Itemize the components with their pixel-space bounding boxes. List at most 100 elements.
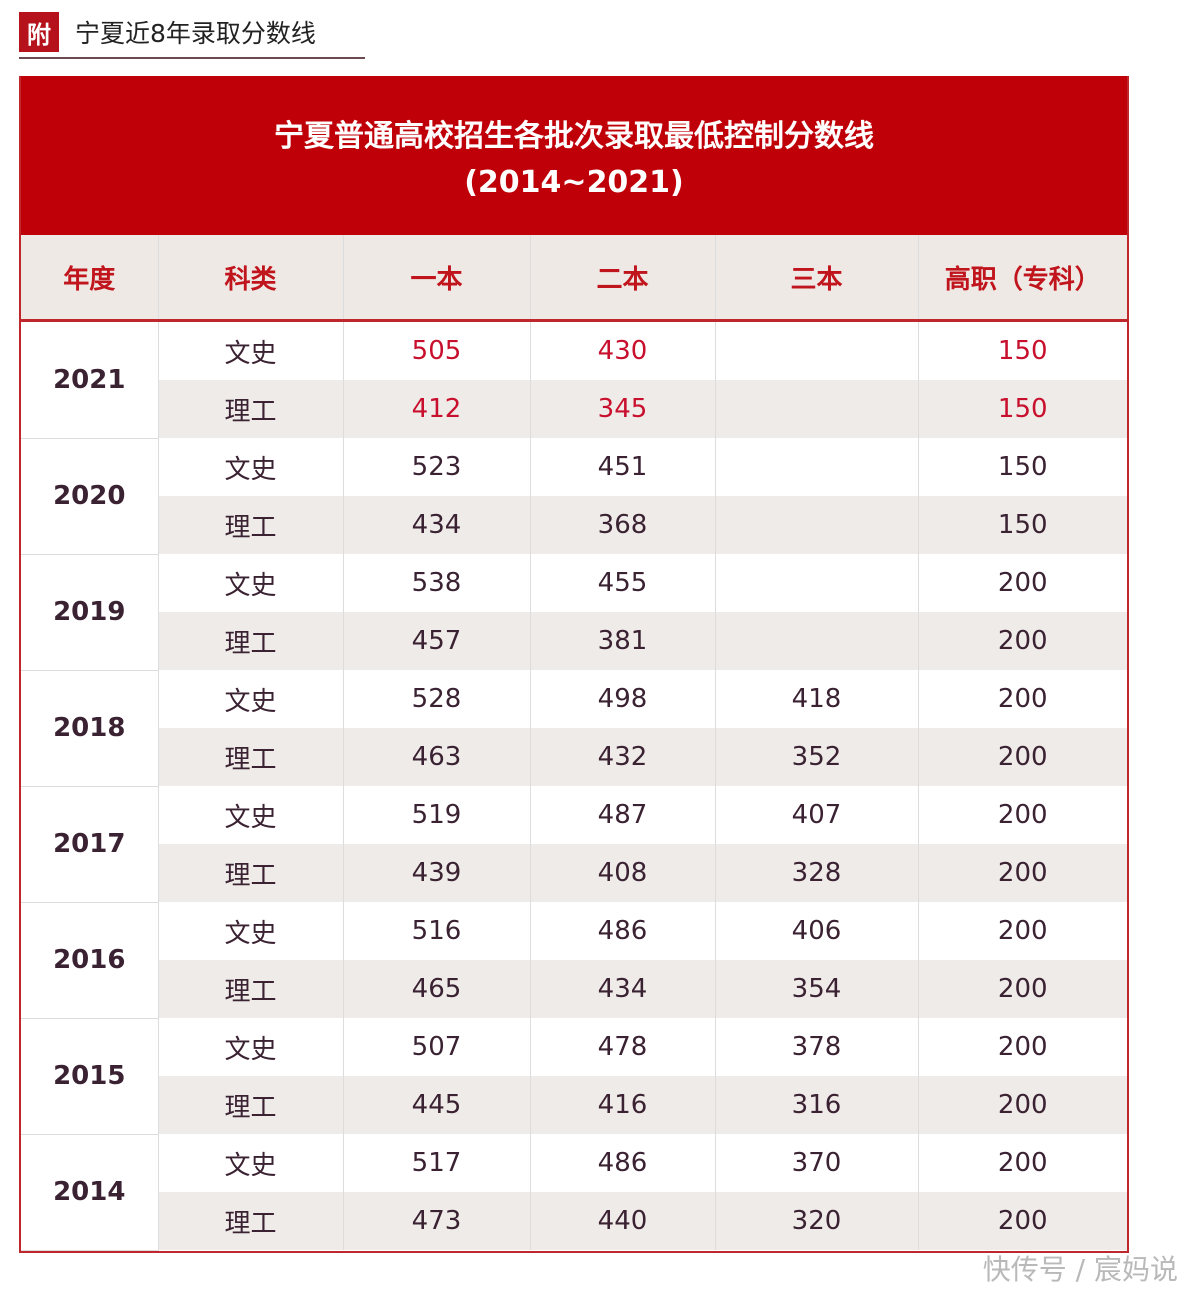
tier2-cell: 434 <box>530 960 716 1018</box>
table-row: 2019 文史 538 455 200 <box>21 554 1127 671</box>
tier2-cell: 432 <box>530 728 716 786</box>
tier3-cell: 370 <box>715 1134 919 1192</box>
table-banner: 宁夏普通高校招生各批次录取最低控制分数线 (2014~2021) <box>21 76 1127 235</box>
vocational-cell: 200 <box>918 612 1127 670</box>
table-row: 理工 463 432 352 200 <box>21 728 1127 786</box>
tier1-cell: 439 <box>343 844 531 902</box>
tier2-cell: 345 <box>530 380 716 438</box>
col-header-subject: 科类 <box>158 235 344 322</box>
year-cell: 2014 <box>21 1134 159 1251</box>
tier3-cell <box>715 320 919 380</box>
tier3-cell <box>715 496 919 554</box>
tier2-cell: 416 <box>530 1076 716 1134</box>
tier3-cell <box>715 438 919 496</box>
tier1-cell: 516 <box>343 902 531 960</box>
subject-cell: 理工 <box>158 728 344 786</box>
table-row: 理工 457 381 200 <box>21 612 1127 670</box>
table-row: 理工 473 440 320 200 <box>21 1192 1127 1250</box>
tier2-cell: 381 <box>530 612 716 670</box>
vocational-cell: 200 <box>918 844 1127 902</box>
table-row: 理工 465 434 354 200 <box>21 960 1127 1018</box>
tier1-cell: 457 <box>343 612 531 670</box>
score-table: 年度 科类 一本 二本 三本 高职（专科） 2021 文史 505 430 150 理工 4… <box>21 235 1127 1251</box>
subject-cell: 理工 <box>158 844 344 902</box>
vocational-cell: 200 <box>997 1032 1048 1062</box>
header-underline <box>19 57 365 59</box>
tier2-cell: 455 <box>530 554 716 612</box>
vocational-cell: 200 <box>918 1076 1127 1134</box>
vocational-cell: 150 <box>918 496 1127 554</box>
column-header-row: 年度 科类 一本 二本 三本 高职（专科） <box>21 235 1127 322</box>
table-year-range: (2014~2021) <box>464 165 684 200</box>
vocational-cell: 200 <box>997 684 1048 714</box>
vocational-cell: 200 <box>997 1148 1048 1178</box>
tier3-cell: 378 <box>715 1018 919 1076</box>
subject-cell: 理工 <box>158 960 344 1018</box>
subject-cell: 文史 <box>158 670 344 728</box>
table-row: 2017 文史 519 487 407 200 <box>21 786 1127 903</box>
tier2-cell: 486 <box>530 902 716 960</box>
tier3-cell: 352 <box>715 728 919 786</box>
table-row: 理工 445 416 316 200 <box>21 1076 1127 1134</box>
col-header-tier3: 三本 <box>715 235 919 322</box>
year-cell: 2019 <box>21 554 159 671</box>
subject-cell: 文史 <box>158 554 344 612</box>
table-row: 理工 434 368 150 <box>21 496 1127 554</box>
subject-cell: 文史 <box>158 1134 344 1192</box>
table-row: 2021 文史 505 430 150 <box>21 320 1127 439</box>
subject-cell: 理工 <box>158 612 344 670</box>
year-cell: 2015 <box>21 1018 159 1135</box>
table-row: 2015 文史 507 478 378 200 <box>21 1018 1127 1135</box>
col-header-tier2: 二本 <box>530 235 716 322</box>
tier2-cell: 408 <box>530 844 716 902</box>
vocational-cell: 150 <box>997 336 1048 366</box>
tier3-cell: 316 <box>715 1076 919 1134</box>
subject-cell: 文史 <box>158 1018 344 1076</box>
watermark: 快传号 / 宸妈说 <box>982 1253 1178 1286</box>
tier1-cell: 434 <box>343 496 531 554</box>
table-row: 2016 文史 516 486 406 200 <box>21 902 1127 1019</box>
tier2-cell: 430 <box>530 320 716 380</box>
vocational-cell: 200 <box>918 1192 1127 1250</box>
year-cell: 2016 <box>21 902 159 1019</box>
tier2-cell: 487 <box>530 786 716 844</box>
subject-cell: 文史 <box>158 438 344 496</box>
vocational-cell: 200 <box>997 916 1048 946</box>
tier1-cell: 445 <box>343 1076 531 1134</box>
subject-cell: 文史 <box>158 902 344 960</box>
vocational-cell: 150 <box>997 452 1048 482</box>
table-title: 宁夏普通高校招生各批次录取最低控制分数线 <box>274 119 874 154</box>
vocational-cell: 200 <box>918 728 1127 786</box>
tier3-cell <box>715 380 919 438</box>
tier1-cell: 412 <box>343 380 531 438</box>
tier3-cell <box>715 554 919 612</box>
appendix-badge: 附 <box>19 12 59 52</box>
tier2-cell: 486 <box>530 1134 716 1192</box>
tier1-cell: 528 <box>343 670 531 728</box>
tier1-cell: 463 <box>343 728 531 786</box>
subject-cell: 文史 <box>158 320 344 380</box>
tier3-cell: 406 <box>715 902 919 960</box>
tier3-cell: 328 <box>715 844 919 902</box>
table-row: 2018 文史 528 498 418 200 <box>21 670 1127 787</box>
vocational-cell: 200 <box>997 568 1048 598</box>
tier1-cell: 473 <box>343 1192 531 1250</box>
subject-cell: 理工 <box>158 1192 344 1250</box>
tier2-cell: 478 <box>530 1018 716 1076</box>
score-table-card: 宁夏普通高校招生各批次录取最低控制分数线 (2014~2021) 年度 科类 一… <box>19 76 1129 1253</box>
year-cell: 2021 <box>21 320 159 439</box>
tier1-cell: 538 <box>343 554 531 612</box>
table-row: 理工 412 345 150 <box>21 380 1127 438</box>
tier3-cell: 418 <box>715 670 919 728</box>
tier3-cell <box>715 612 919 670</box>
year-cell: 2018 <box>21 670 159 787</box>
subject-cell: 文史 <box>158 786 344 844</box>
col-header-vocational: 高职（专科） <box>918 235 1127 322</box>
section-header: 附 宁夏近8年录取分数线 <box>19 10 316 54</box>
tier3-cell: 320 <box>715 1192 919 1250</box>
col-header-tier1: 一本 <box>343 235 531 322</box>
table-row: 2014 文史 517 486 370 200 <box>21 1134 1127 1251</box>
tier3-cell: 407 <box>715 786 919 844</box>
tier1-cell: 505 <box>343 320 531 380</box>
tier2-cell: 368 <box>530 496 716 554</box>
